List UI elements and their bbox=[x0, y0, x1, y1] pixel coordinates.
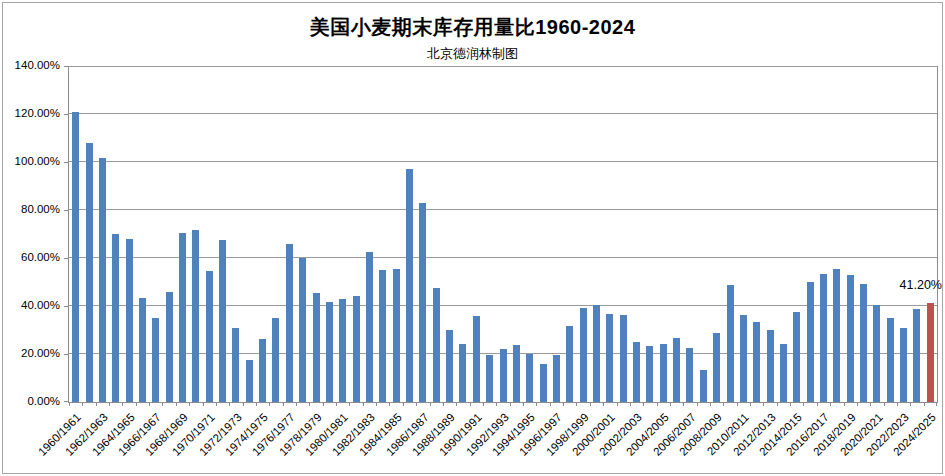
bar bbox=[326, 302, 333, 402]
bar bbox=[593, 305, 600, 402]
bar bbox=[540, 364, 547, 402]
bar bbox=[887, 318, 894, 402]
bar bbox=[673, 338, 680, 402]
bar bbox=[259, 339, 266, 402]
gridline bbox=[69, 113, 937, 114]
y-axis-tick-label: 100.00% bbox=[15, 155, 60, 167]
bar bbox=[900, 328, 907, 402]
y-axis-tick-label: 40.00% bbox=[21, 299, 60, 311]
bar bbox=[807, 282, 814, 402]
bar bbox=[847, 275, 854, 402]
bar bbox=[353, 296, 360, 402]
bar bbox=[393, 269, 400, 402]
bar bbox=[419, 203, 426, 402]
bar bbox=[727, 285, 734, 402]
bar bbox=[860, 284, 867, 402]
bar bbox=[700, 370, 707, 402]
bar bbox=[446, 330, 453, 402]
bar bbox=[526, 354, 533, 402]
bar bbox=[433, 288, 440, 402]
bar bbox=[633, 342, 640, 402]
bar bbox=[646, 346, 653, 402]
bar bbox=[379, 270, 386, 402]
bar bbox=[299, 258, 306, 402]
x-axis-tick bbox=[936, 402, 937, 406]
bar bbox=[166, 292, 173, 402]
bar bbox=[232, 328, 239, 402]
bar bbox=[272, 318, 279, 402]
bar bbox=[339, 299, 346, 402]
gridline bbox=[69, 161, 937, 162]
bar bbox=[820, 274, 827, 402]
bar bbox=[219, 240, 226, 402]
bar bbox=[139, 298, 146, 402]
bar bbox=[873, 305, 880, 402]
bar bbox=[99, 158, 106, 402]
y-axis-tick-label: 80.00% bbox=[21, 203, 60, 215]
y-axis-tick-label: 60.00% bbox=[21, 251, 60, 263]
plot-area: 41.20% bbox=[68, 66, 938, 403]
bar bbox=[286, 244, 293, 402]
y-axis-tick-label: 0.00% bbox=[27, 395, 60, 407]
bar bbox=[366, 252, 373, 402]
y-axis-tick bbox=[64, 114, 69, 115]
y-axis-tick-label: 20.00% bbox=[21, 347, 60, 359]
bar bbox=[927, 303, 934, 402]
bar bbox=[206, 271, 213, 402]
y-axis-tick-label: 140.00% bbox=[15, 59, 60, 71]
bar bbox=[112, 234, 119, 402]
bar bbox=[793, 312, 800, 402]
y-axis-tick bbox=[64, 162, 69, 163]
bar bbox=[753, 322, 760, 402]
bar bbox=[580, 308, 587, 402]
bar bbox=[126, 239, 133, 402]
bar bbox=[913, 309, 920, 402]
bar bbox=[246, 360, 253, 402]
y-axis-tick bbox=[64, 66, 69, 67]
bar bbox=[473, 316, 480, 402]
bar bbox=[313, 293, 320, 402]
y-axis-labels: 0.00%20.00%40.00%60.00%80.00%100.00%120.… bbox=[3, 66, 60, 402]
y-axis-tick bbox=[64, 306, 69, 307]
chart-frame: 美国小麦期末库存用量比1960-2024 北京德润林制图 0.00% 20.00%… bbox=[2, 2, 943, 474]
bar bbox=[406, 169, 413, 402]
bar bbox=[152, 318, 159, 402]
gridline bbox=[69, 209, 937, 210]
bar bbox=[767, 330, 774, 402]
chart-page: { "chart_data": { "type": "bar", "title"… bbox=[0, 0, 945, 476]
bar bbox=[566, 326, 573, 402]
y-axis-tick-label: 120.00% bbox=[15, 107, 60, 119]
bar bbox=[500, 349, 507, 402]
bar bbox=[553, 355, 560, 402]
bar bbox=[179, 233, 186, 402]
gridline bbox=[69, 66, 937, 67]
x-axis-labels: 1960/19611962/19631964/19651966/19671968… bbox=[68, 404, 936, 476]
chart-subtitle: 北京德润林制图 bbox=[3, 45, 942, 63]
bar bbox=[513, 345, 520, 402]
bar bbox=[486, 355, 493, 402]
bar bbox=[660, 344, 667, 402]
chart-title: 美国小麦期末库存用量比1960-2024 bbox=[3, 14, 942, 41]
bar bbox=[459, 344, 466, 402]
bar bbox=[192, 230, 199, 402]
y-axis-tick bbox=[64, 354, 69, 355]
bar bbox=[686, 348, 693, 402]
bar bbox=[86, 143, 93, 402]
y-axis-tick bbox=[64, 258, 69, 259]
highlight-data-label: 41.20% bbox=[900, 278, 942, 292]
bar bbox=[740, 315, 747, 402]
bar bbox=[620, 315, 627, 402]
y-axis-tick bbox=[64, 210, 69, 211]
bar bbox=[833, 269, 840, 402]
bar bbox=[713, 333, 720, 402]
bar bbox=[72, 112, 79, 402]
bar bbox=[780, 344, 787, 402]
bar bbox=[606, 314, 613, 402]
